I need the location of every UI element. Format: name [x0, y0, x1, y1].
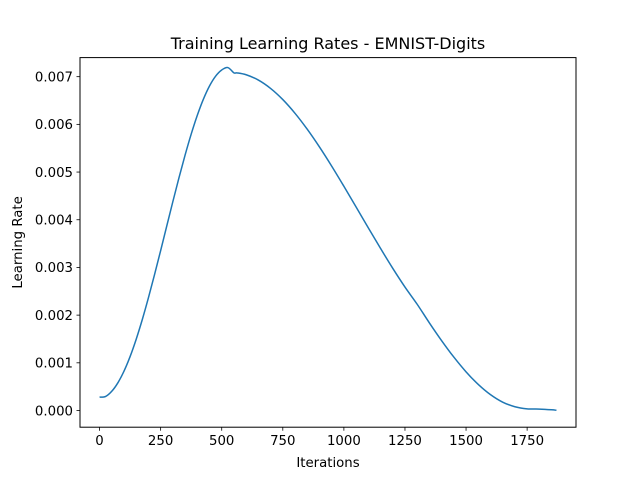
y-tick-label: 0.002	[35, 309, 73, 324]
y-tick-label: 0.006	[35, 118, 73, 133]
chart-title: Training Learning Rates - EMNIST-Digits	[170, 34, 486, 53]
series-group	[99, 66, 557, 412]
y-tick-label: 0.004	[35, 214, 73, 229]
x-tick-label: 1750	[510, 434, 544, 449]
x-tick-label: 250	[148, 434, 173, 449]
plot-area	[80, 57, 576, 428]
x-tick-label: 500	[209, 434, 234, 449]
y-tick-label: 0.007	[35, 70, 73, 85]
x-tick-label: 1500	[449, 434, 483, 449]
y-tick-label: 0.003	[35, 261, 73, 276]
axes-frame	[79, 57, 577, 428]
y-tick-label: 0.000	[35, 404, 73, 419]
y-axis-ticks: 0.000 0.001 0.002 0.003 0.004 0.005 0.006 0.007	[35, 70, 80, 419]
y-tick-label: 0.001	[35, 357, 73, 372]
y-tick-label: 0.005	[35, 166, 73, 181]
x-tick-label: 1250	[388, 434, 422, 449]
x-tick-label: 750	[270, 434, 295, 449]
x-axis-ticks: 0 250 500 750 1000 1250 1500 1750	[95, 427, 544, 449]
y-axis-label: Learning Rate	[11, 196, 26, 288]
x-axis-label: Iterations	[296, 456, 359, 471]
x-tick-label: 1000	[327, 434, 361, 449]
learning-rate-line	[99, 66, 557, 412]
x-tick-label: 0	[95, 434, 103, 449]
